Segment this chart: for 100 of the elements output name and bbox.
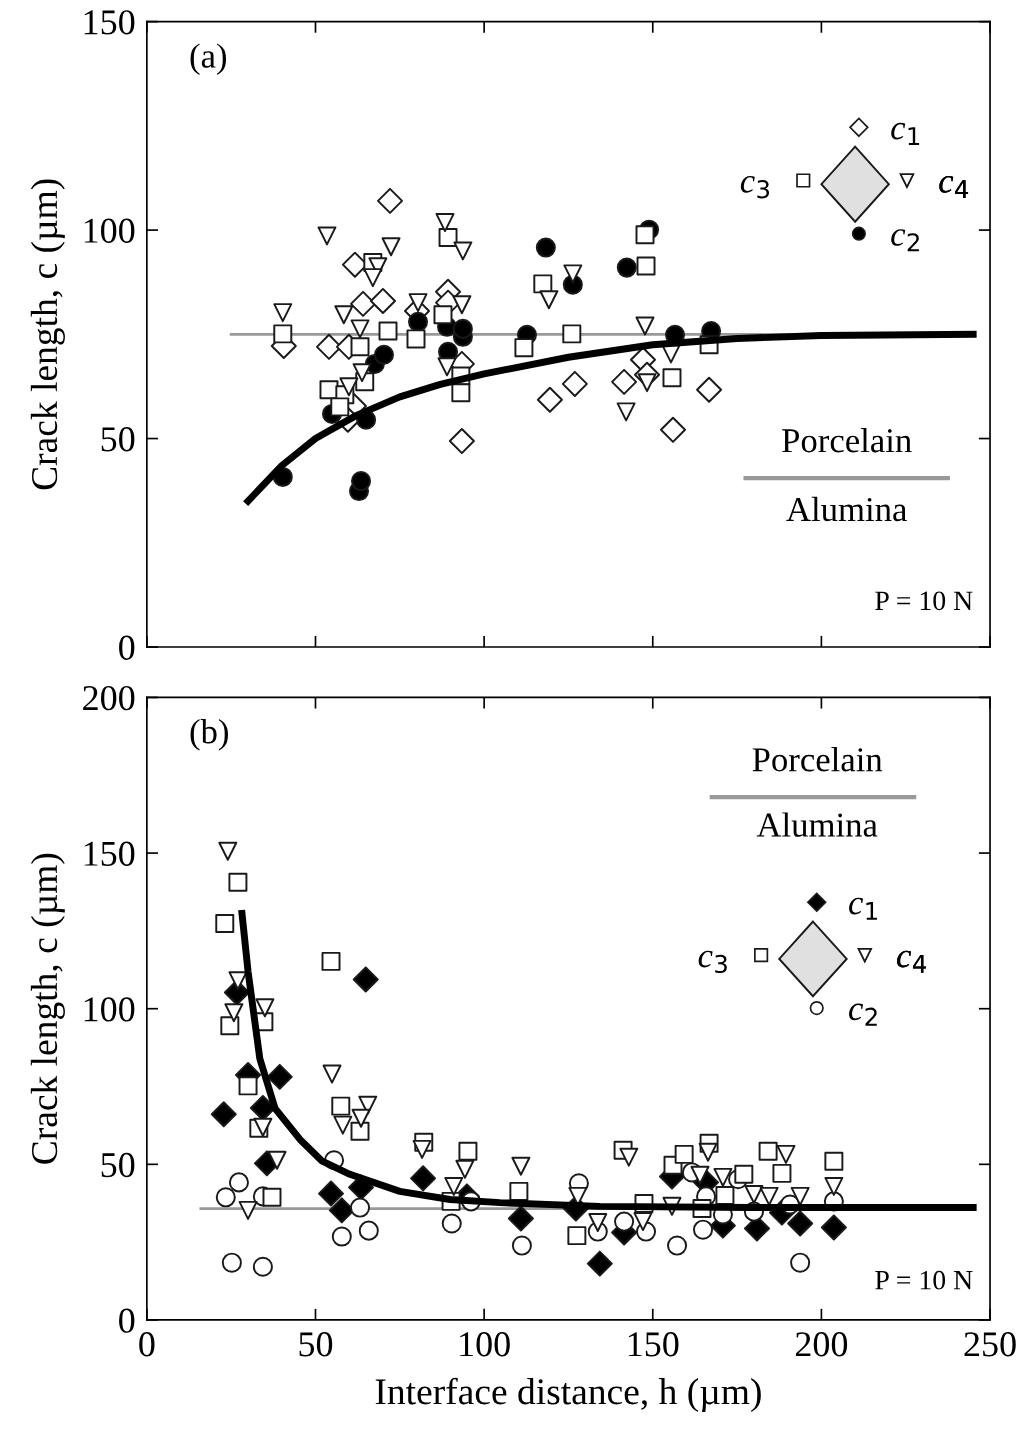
legend-label: c$_{1}$ xyxy=(891,122,920,145)
point xyxy=(614,1211,635,1232)
point xyxy=(690,1165,710,1185)
point xyxy=(369,287,396,314)
point xyxy=(378,321,398,341)
point xyxy=(238,1076,258,1096)
point xyxy=(351,471,372,492)
point xyxy=(215,1187,236,1208)
y-tick-label: 150 xyxy=(84,10,135,35)
point xyxy=(758,1141,778,1161)
text: (a) xyxy=(190,43,227,75)
point xyxy=(448,428,475,455)
point xyxy=(441,1213,462,1234)
point xyxy=(412,1139,432,1159)
point xyxy=(262,1187,282,1207)
point xyxy=(611,368,638,395)
point xyxy=(635,225,655,245)
x-tick-label: 150 xyxy=(628,1332,679,1357)
point xyxy=(408,311,429,332)
annotation: P = 10 N xyxy=(875,591,973,611)
point xyxy=(619,1147,639,1167)
point xyxy=(824,1151,844,1171)
point xyxy=(433,305,453,325)
point xyxy=(249,1094,276,1121)
point xyxy=(331,1226,352,1247)
point xyxy=(787,1210,814,1237)
point xyxy=(696,376,723,403)
y-axis-title: Crack length, c (µm) xyxy=(30,853,65,1164)
point xyxy=(350,337,370,357)
point xyxy=(734,1164,754,1184)
y-tick-label: 50 xyxy=(101,427,135,452)
legend-label: c$_{3}$ xyxy=(698,950,727,974)
y-tick-label: 150 xyxy=(84,841,135,866)
annotation: Porcelain xyxy=(752,747,883,772)
point xyxy=(228,971,248,991)
point xyxy=(352,966,379,993)
point xyxy=(507,1205,534,1232)
point xyxy=(220,1016,240,1036)
point xyxy=(561,370,588,397)
x-tick-label: 100 xyxy=(460,1332,510,1357)
x-tick-label: 50 xyxy=(299,1332,333,1357)
x-tick-label: 200 xyxy=(795,1332,848,1357)
legend-label: c$_{2}$ xyxy=(891,229,919,252)
annotation: Alumina xyxy=(756,812,878,837)
point xyxy=(458,1141,478,1161)
annotation: Alumina xyxy=(786,496,907,522)
x-tick-label: 250 xyxy=(964,1332,1016,1357)
y-tick-label: 0 xyxy=(119,1308,135,1333)
point xyxy=(588,1213,608,1233)
point xyxy=(350,290,377,317)
point xyxy=(331,1096,351,1116)
point xyxy=(273,324,293,344)
point xyxy=(511,1235,532,1256)
point xyxy=(373,344,394,365)
point xyxy=(210,1101,237,1128)
point xyxy=(452,318,473,339)
point xyxy=(221,1252,242,1273)
annotation: P = 10 N xyxy=(875,1270,973,1290)
point xyxy=(586,1250,613,1277)
point xyxy=(410,1165,437,1192)
y-axis-title: Crack length, c (µm) xyxy=(30,179,65,490)
point xyxy=(328,1197,355,1224)
point xyxy=(660,416,686,443)
y-tick-label: 0 xyxy=(119,635,135,660)
y-tick-label: 100 xyxy=(84,218,135,243)
y-tick-label: 200 xyxy=(83,685,135,711)
annotation: Porcelain xyxy=(782,428,912,453)
point xyxy=(252,1256,273,1277)
text: (b) xyxy=(190,719,228,751)
x-axis-title: Interface distance, h (µm) xyxy=(375,1377,761,1413)
point xyxy=(406,329,426,349)
point xyxy=(616,257,637,278)
legend-label: c$_{3}$ xyxy=(740,176,770,199)
point xyxy=(637,373,657,393)
point xyxy=(820,1214,847,1241)
point xyxy=(358,1220,379,1241)
point xyxy=(692,1219,714,1240)
point xyxy=(790,1252,811,1273)
y-tick-label: 100 xyxy=(84,997,135,1022)
legend-label: c$_{4}$ xyxy=(939,176,969,199)
point xyxy=(662,368,682,388)
point xyxy=(377,187,404,214)
point xyxy=(674,1144,694,1164)
point xyxy=(636,256,656,276)
point xyxy=(408,293,428,313)
point xyxy=(667,1235,688,1256)
point xyxy=(536,386,563,413)
point xyxy=(562,324,582,344)
legend-label: c$_{2}$ xyxy=(849,1003,877,1026)
point xyxy=(514,338,534,358)
point xyxy=(330,397,350,417)
point xyxy=(318,1180,345,1207)
point xyxy=(349,1197,371,1218)
point xyxy=(266,1063,293,1090)
point xyxy=(228,1172,249,1193)
legend-label: c$_{1}$ xyxy=(849,897,877,920)
point xyxy=(267,1150,287,1170)
point xyxy=(535,237,556,258)
y-tick-label: 50 xyxy=(101,1152,135,1178)
point xyxy=(228,872,248,892)
